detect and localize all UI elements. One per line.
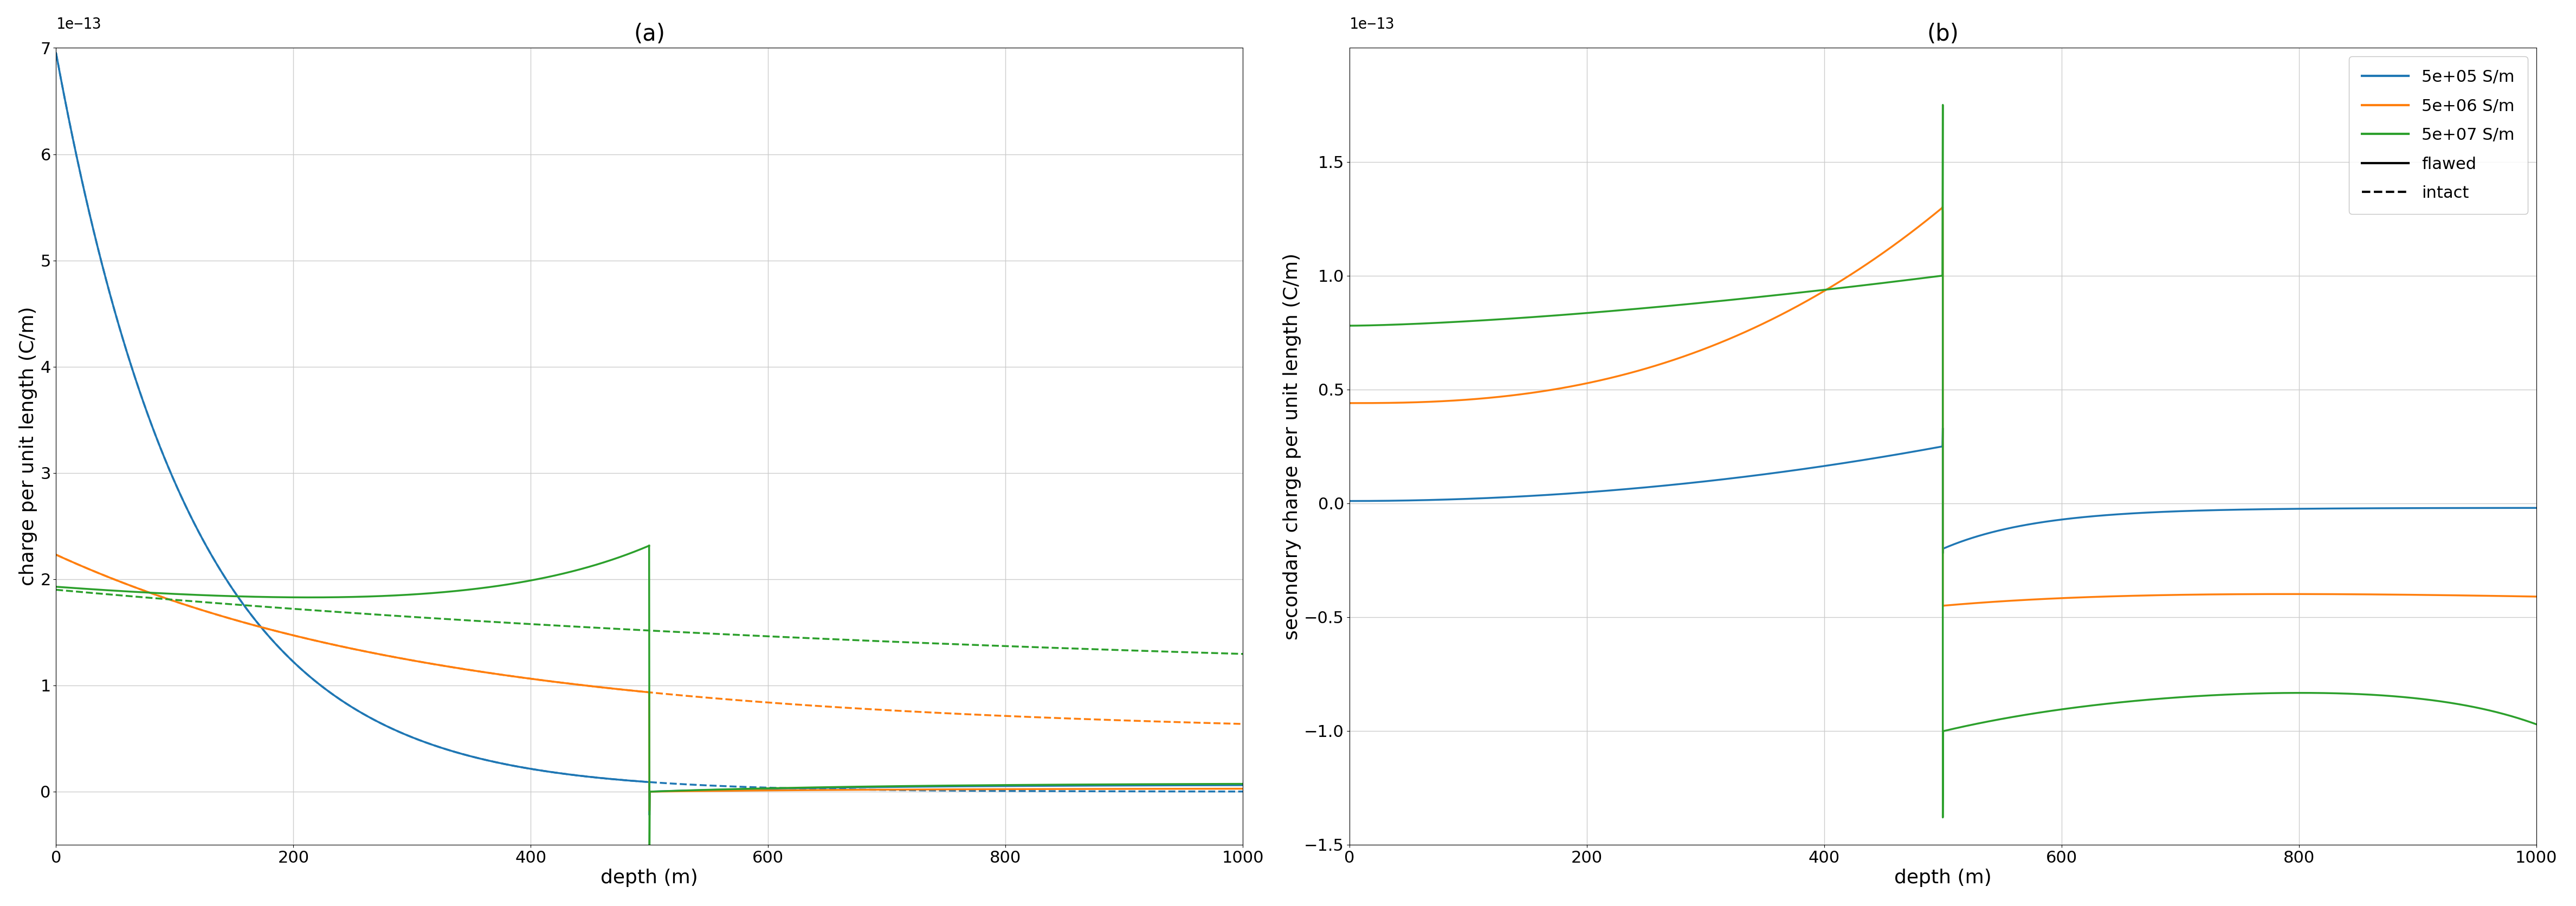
Y-axis label: secondary charge per unit length (C/m): secondary charge per unit length (C/m): [1283, 253, 1301, 640]
X-axis label: depth (m): depth (m): [600, 869, 698, 887]
Title: (a): (a): [634, 23, 665, 45]
Y-axis label: charge per unit length (C/m): charge per unit length (C/m): [18, 307, 36, 586]
Title: (b): (b): [1927, 23, 1958, 45]
X-axis label: depth (m): depth (m): [1893, 869, 1991, 887]
Text: 1e−13: 1e−13: [57, 17, 100, 32]
Text: 1e−13: 1e−13: [1350, 17, 1394, 32]
Legend: 5e+05 S/m, 5e+06 S/m, 5e+07 S/m, flawed, intact: 5e+05 S/m, 5e+06 S/m, 5e+07 S/m, flawed,…: [2349, 56, 2527, 214]
